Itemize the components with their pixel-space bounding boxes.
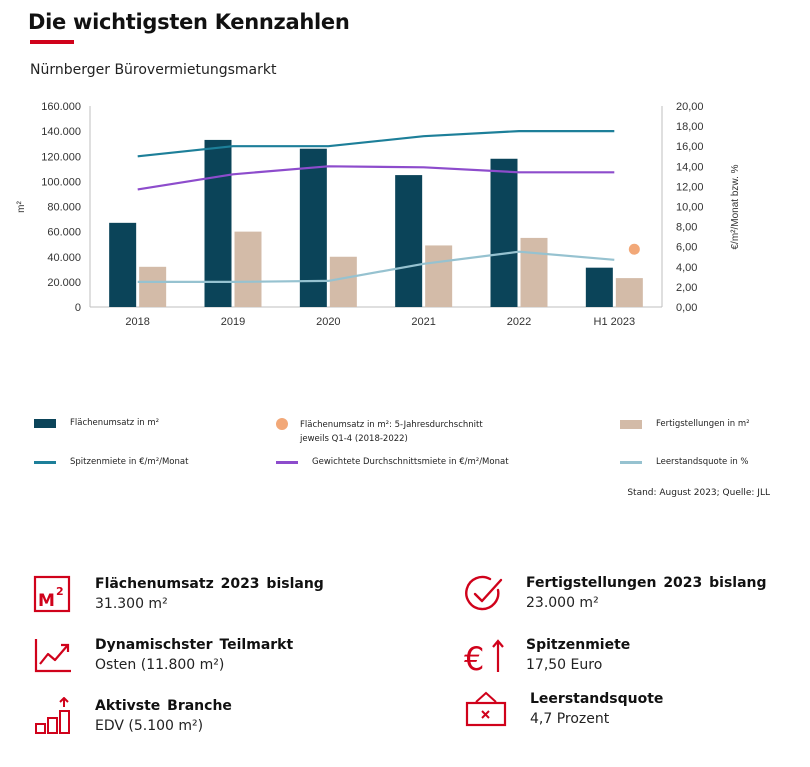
legend-swatch xyxy=(34,419,56,428)
svg-text:2: 2 xyxy=(56,585,64,598)
y2-axis-title: €/m²/Monat bzw. % xyxy=(730,164,741,249)
y2-tick-label: 12,00 xyxy=(676,181,704,193)
y2-tick-label: 6,00 xyxy=(676,242,697,254)
svg-text:M: M xyxy=(38,591,55,611)
x-tick-label: 2020 xyxy=(316,316,340,328)
kpi-value: 17,50 Euro xyxy=(526,657,603,673)
page-subtitle: Nürnberger Bürovermietungsmarkt xyxy=(30,62,277,78)
bar-flaechenumsatz xyxy=(109,222,137,307)
kpi-branche: Aktivste Branche EDV (5.100 m²) xyxy=(33,697,232,737)
bar-fertigstellungen xyxy=(234,231,262,307)
y-tick-label: 100.000 xyxy=(41,176,81,188)
bar-fertigstellungen xyxy=(329,256,357,307)
kpi-value: 31.300 m² xyxy=(95,596,168,612)
y2-tick-label: 16,00 xyxy=(676,141,704,153)
bar-fertigstellungen xyxy=(139,266,167,307)
y-tick-label: 80.000 xyxy=(47,202,81,214)
line-leerstandsquote xyxy=(137,250,615,283)
x-tick-label: 2018 xyxy=(125,316,149,328)
bar-fertigstellungen xyxy=(520,237,548,307)
bar-flaechenumsatz xyxy=(299,148,327,307)
kpi-label: Dynamischster Teilmarkt xyxy=(95,637,294,653)
legend-label-line2: jeweils Q1-4 (2018-2022) xyxy=(300,434,408,444)
legend-item-spitzenmiete: Spitzenmiete in €/m²/Monat xyxy=(34,457,188,467)
legend-line xyxy=(620,461,642,464)
x-tick-label: H1 2023 xyxy=(594,316,636,328)
bar-fertigstellungen xyxy=(425,245,453,307)
title-underline xyxy=(30,40,74,44)
legend-label: Leerstandsquote in % xyxy=(656,457,749,467)
svg-text:€: € xyxy=(464,640,484,676)
line-durchschnittsmiete xyxy=(137,165,615,191)
kpi-fertigstellungen: Fertigstellungen 2023 bislang 23.000 m² xyxy=(464,574,767,614)
combo-chart: 0 20.000 40.000 60.000 80.000 100.000 120.000 1… xyxy=(16,101,741,328)
kpi-label: Spitzenmiete xyxy=(526,637,631,653)
y-tick-label: 140.000 xyxy=(41,126,81,138)
kpi-value: Osten (11.800 m²) xyxy=(95,657,225,673)
y-tick-label: 120.000 xyxy=(41,151,81,163)
page-title: Die wichtigsten Kennzahlen xyxy=(28,10,350,34)
legend-item-fertigstellungen: Fertigstellungen in m² xyxy=(620,419,750,429)
legend-item-durchschnittsmiete: Gewichtete Durchschnittsmiete in €/m²/Mo… xyxy=(276,457,509,467)
kpi-value: 23.000 m² xyxy=(526,595,599,611)
kpi-value: EDV (5.100 m²) xyxy=(95,718,204,734)
vacancy-sign-icon xyxy=(465,691,507,727)
y2-tick-label: 4,00 xyxy=(676,262,697,274)
legend-swatch xyxy=(620,420,642,429)
y-tick-label: 0 xyxy=(75,302,81,314)
line-spitzenmiete xyxy=(137,130,615,158)
bar-fertigstellungen xyxy=(615,278,643,307)
source-note: Stand: August 2023; Quelle: JLL xyxy=(627,488,770,498)
y2-tick-label: 2,00 xyxy=(676,282,697,294)
legend-label: Fertigstellungen in m² xyxy=(656,419,750,429)
legend-line xyxy=(34,461,56,464)
bar-flaechenumsatz xyxy=(204,139,232,307)
bar-growth-icon xyxy=(35,697,70,734)
y-tick-label: 40.000 xyxy=(47,252,81,264)
legend-label: Flächenumsatz in m²: 5-Jahresdurchschnit… xyxy=(300,420,483,430)
kpi-value: 4,7 Prozent xyxy=(530,711,610,727)
y-tick-label: 60.000 xyxy=(47,227,81,239)
kpi-label: Leerstandsquote xyxy=(530,691,664,707)
kpi-flaechenumsatz: M 2 Flächenumsatz 2023 bislang 31.300 m² xyxy=(33,575,324,615)
y2-tick-label: 8,00 xyxy=(676,222,697,234)
trend-chart-icon xyxy=(34,639,71,673)
legend-item-durchschnitt: Flächenumsatz in m²: 5-Jahresdurchschnit… xyxy=(276,418,483,446)
bar-flaechenumsatz xyxy=(585,267,613,307)
checkmark-circle-icon xyxy=(465,575,503,611)
x-tick-label: 2021 xyxy=(411,316,435,328)
y-tick-label: 160.000 xyxy=(41,101,81,113)
y2-tick-label: 10,00 xyxy=(676,202,704,214)
kpi-label: Fertigstellungen 2023 bislang xyxy=(526,575,767,591)
x-tick-label: 2019 xyxy=(221,316,245,328)
kpi-label: Aktivste Branche xyxy=(95,698,232,714)
legend-label: Flächenumsatz in m² xyxy=(70,418,160,428)
y2-tick-label: 20,00 xyxy=(676,101,704,113)
legend-label: Gewichtete Durchschnittsmiete in €/m²/Mo… xyxy=(312,457,509,467)
legend-dot xyxy=(276,418,288,430)
x-tick-label: 2022 xyxy=(507,316,531,328)
m2-icon: M 2 xyxy=(33,575,71,613)
kpi-label: Flächenumsatz 2023 bislang xyxy=(95,576,324,592)
legend-line xyxy=(276,461,298,464)
y-axis-title: m² xyxy=(16,201,27,213)
y2-tick-label: 14,00 xyxy=(676,161,704,173)
kpi-leerstand: Leerstandsquote 4,7 Prozent xyxy=(464,690,663,730)
euro-up-icon: € xyxy=(464,639,504,676)
y2-tick-label: 0,00 xyxy=(676,302,697,314)
bar-flaechenumsatz xyxy=(490,158,518,307)
y-tick-label: 20.000 xyxy=(47,277,81,289)
point-5y-average xyxy=(628,243,640,255)
kpi-teilmarkt: Dynamischster Teilmarkt Osten (11.800 m²… xyxy=(33,636,293,676)
legend-item-leerstand: Leerstandsquote in % xyxy=(620,457,749,467)
legend-label: Spitzenmiete in €/m²/Monat xyxy=(70,457,189,467)
y2-tick-label: 18,00 xyxy=(676,121,704,133)
bar-flaechenumsatz xyxy=(395,175,423,307)
legend-item-flaechenumsatz: Flächenumsatz in m² xyxy=(34,418,159,428)
kpi-spitzenmiete: € Spitzenmiete 17,50 Euro xyxy=(464,636,630,676)
